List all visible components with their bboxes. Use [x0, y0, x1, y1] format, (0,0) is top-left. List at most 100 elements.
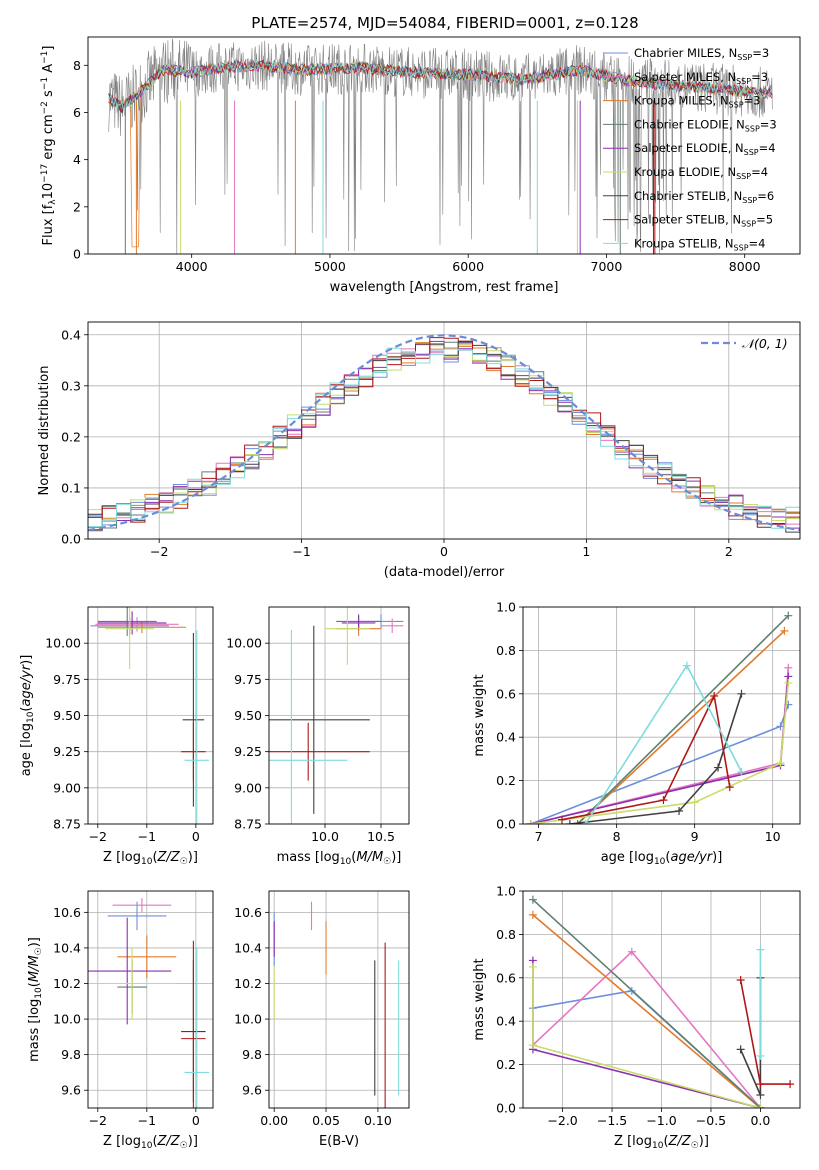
legend-entry: Kroupa STELIB, NSSP=4	[634, 236, 765, 252]
y-tick-label: 8.75	[234, 817, 262, 832]
y-tick-label: 0.6	[496, 686, 516, 701]
weight-series-line	[530, 682, 790, 824]
axes-frame	[522, 606, 801, 825]
weight-series-line	[530, 704, 790, 824]
legend-entry: Salpeter MILES, NSSP=3	[634, 70, 768, 86]
y-tick-label: 10.4	[234, 940, 262, 955]
y-tick-label: 0.0	[496, 1101, 516, 1116]
x-tick-label: 2	[725, 544, 733, 559]
x-tick-label: 10	[765, 829, 781, 844]
x-tick-label: −1	[292, 544, 310, 559]
weight-series-marker	[528, 962, 537, 971]
y-tick-label: 10.6	[53, 905, 81, 920]
x-tick-label: 7000	[591, 259, 623, 274]
x-axis-label: Z [log10(Z/Z☉)]	[103, 1134, 198, 1151]
x-tick-label: 6000	[452, 259, 484, 274]
x-tick-label: 0.0	[750, 1113, 770, 1128]
y-axis-label: mass weight	[472, 958, 487, 1040]
panel-residuals: −2 −1 0 1 2 0.0 0.1 0.2 0.3 0.4 (data-model)/error…	[37, 321, 801, 580]
y-tick-label: 0.0	[496, 817, 516, 832]
y-tick-label: 6	[73, 105, 81, 120]
plot-area	[528, 895, 795, 1108]
weight-series-marker	[736, 1045, 745, 1054]
y-tick-label: 9.50	[234, 708, 262, 723]
y-tick-label: 9.25	[53, 744, 81, 759]
y-axis-label: Normed distribution	[37, 366, 52, 496]
y-tick-label: 9.8	[242, 1047, 262, 1062]
weight-series-marker	[675, 806, 684, 815]
y-tick-label: 0.3	[61, 378, 81, 393]
weight-series-marker	[659, 796, 668, 805]
panel-age-vs-mass: 10.0 10.5 8.75 9.00 9.25 9.50 9.75 10.00 mass [l…	[226, 606, 410, 867]
y-tick-label: 9.25	[234, 744, 262, 759]
residual-histogram	[88, 347, 800, 529]
legend-entry: Salpeter ELODIE, NSSP=4	[634, 141, 776, 157]
plot-area	[526, 611, 793, 824]
weight-series-line	[532, 914, 761, 1108]
y-tick-label: 10.00	[45, 636, 81, 651]
weight-series-marker	[786, 1080, 795, 1089]
plot-area	[108, 38, 773, 254]
legend-entry: Kroupa MILES, NSSP=3	[634, 94, 760, 110]
y-tick-label: 0.6	[496, 970, 516, 985]
x-axis-label: wavelength [Angstrom, rest frame]	[330, 280, 559, 295]
y-tick-label: 0.2	[496, 1057, 516, 1072]
panel-mass-vs-EBV: 0.00 0.05 0.10 9.6 9.8 10.0 10.2 10.4 10.6 E(B-V)	[234, 890, 410, 1149]
weight-series-marker	[784, 611, 793, 620]
y-tick-label: 10.0	[53, 1012, 81, 1027]
weight-series-marker	[627, 947, 636, 956]
weight-series-marker	[565, 820, 574, 824]
y-tick-label: 4	[73, 152, 81, 167]
plot-area	[273, 901, 400, 1108]
weight-series-line	[532, 950, 762, 1108]
weight-series-marker	[714, 763, 723, 772]
weight-series-line	[532, 960, 761, 1108]
legend-entry: Chabrier ELODIE, NSSP=3	[634, 117, 777, 133]
weight-series-marker	[682, 661, 691, 670]
weight-series-marker	[756, 1104, 765, 1108]
weight-series-marker	[710, 691, 719, 700]
weight-series-marker	[736, 975, 745, 984]
x-tick-label: 4000	[176, 259, 208, 274]
weight-series-line	[532, 899, 761, 1108]
weight-series-marker	[528, 1041, 537, 1050]
y-tick-label: 9.6	[61, 1083, 81, 1098]
x-tick-label: 0	[192, 829, 200, 844]
weight-series-marker	[776, 759, 785, 768]
panel-age-vs-Z: −2 −1 0 8.75 9.00 9.25 9.50 9.75 10.00 Z [log10(Z…	[19, 606, 214, 867]
y-tick-label: 1.0	[496, 884, 516, 899]
y-tick-label: 0.2	[61, 429, 81, 444]
y-tick-label: 1.0	[496, 600, 516, 615]
x-axis-label: (data-model)/error	[384, 565, 505, 580]
y-axis-label: mass weight	[472, 674, 487, 756]
y-tick-label: 9.75	[234, 672, 262, 687]
x-axis-label: Z [log10(Z/Z☉)]	[614, 1134, 709, 1151]
x-tick-label: 5000	[314, 259, 346, 274]
axes-frame	[87, 36, 801, 255]
weight-series-line	[532, 967, 761, 1108]
x-tick-label: −2	[89, 829, 107, 844]
legend-entry: Kroupa ELODIE, NSSP=4	[634, 165, 768, 181]
weight-series-marker	[573, 820, 582, 824]
weight-series-marker	[756, 945, 765, 954]
weight-series-line	[577, 630, 785, 824]
legend-entry: Salpeter STELIB, NSSP=5	[634, 213, 773, 229]
y-tick-label: 10.6	[234, 905, 262, 920]
x-tick-label: 10.5	[367, 829, 395, 844]
weight-series-marker	[756, 1090, 765, 1099]
weight-series-line	[530, 676, 790, 824]
y-tick-label: 0.8	[496, 643, 516, 658]
x-tick-label: 0	[192, 1113, 200, 1128]
weight-series-marker	[737, 689, 746, 698]
weight-series-marker	[581, 820, 590, 824]
weight-series-marker	[528, 895, 537, 904]
y-axis-label: mass [log10(M/M☉)]	[27, 937, 44, 1062]
legend-entry: Chabrier MILES, NSSP=3	[634, 46, 769, 62]
y-tick-label: 10.2	[234, 976, 262, 991]
x-tick-label: 10.0	[311, 829, 339, 844]
x-axis-label: mass [log10(M/M☉)]	[277, 850, 402, 867]
weight-series-line	[569, 693, 743, 824]
weight-series-marker	[756, 1080, 765, 1089]
panel-massweight-vs-Z: −2.0 −1.5 −1.0 −0.5 0.0 0.0 0.2 0.4 0.6 0.8 1.0 Z […	[472, 884, 801, 1151]
y-tick-label: 10.4	[53, 940, 81, 955]
